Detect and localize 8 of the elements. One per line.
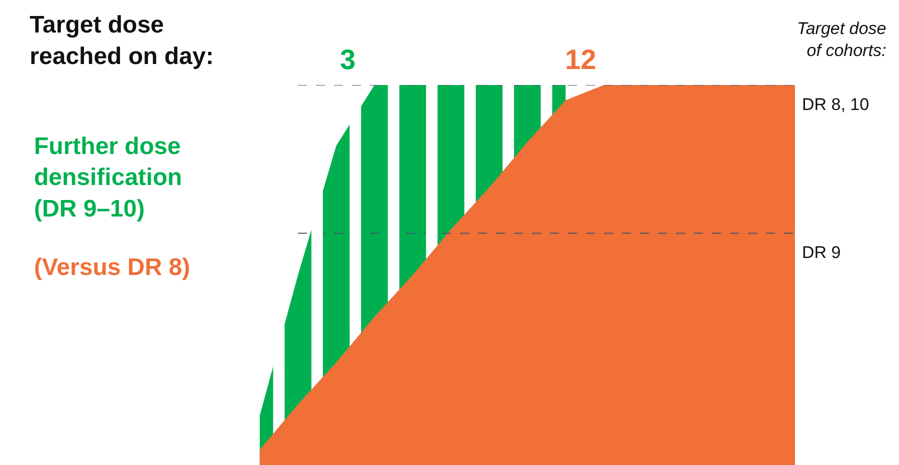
ref-line-label: DR 9 bbox=[802, 243, 841, 262]
text: Target dose of cohorts: bbox=[797, 19, 886, 60]
text: 12 bbox=[565, 44, 596, 75]
ref-line-label: DR 8, 10 bbox=[802, 95, 870, 114]
text: 3 bbox=[340, 44, 356, 75]
chart-title: Target dose reached on day: bbox=[30, 12, 214, 70]
text: (Versus DR 8) bbox=[34, 254, 190, 281]
text: Further dose densification (DR 9–10) bbox=[34, 133, 182, 222]
